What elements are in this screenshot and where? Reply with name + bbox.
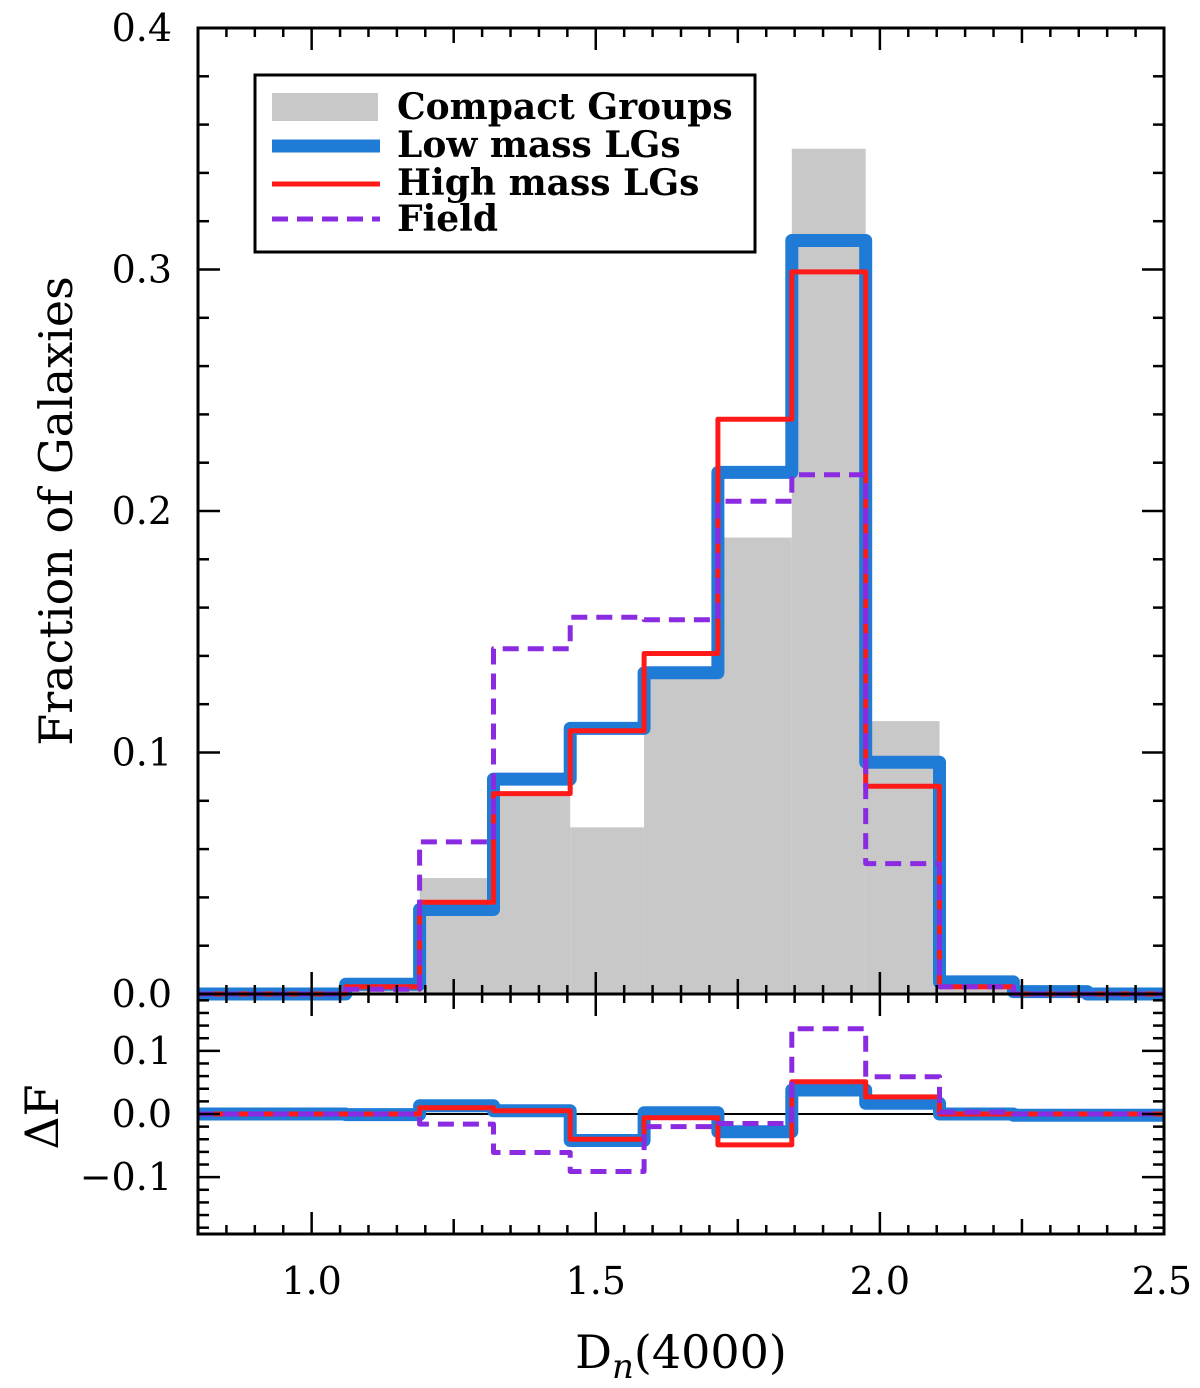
bar-compact-groups-4 xyxy=(493,795,571,994)
main-y-tick-label: 0.3 xyxy=(112,248,172,292)
x-tick-label: 1.0 xyxy=(281,1259,341,1303)
x-axis-title-rest: (4000) xyxy=(634,1325,787,1379)
legend-label-high-mass: High mass LGs xyxy=(397,162,699,204)
residual-y-axis-title: ΔF xyxy=(15,1084,69,1149)
x-tick-label: 1.5 xyxy=(566,1259,626,1303)
compact-groups-bars xyxy=(345,148,1014,994)
main-series-lines xyxy=(198,234,1164,1001)
residual-plot-frame xyxy=(196,992,1166,1236)
x-axis-title: Dn(4000) xyxy=(575,1325,787,1387)
residual-ticks xyxy=(196,994,1166,1234)
legend-label-low-mass: Low mass LGs xyxy=(397,124,681,166)
residual-panel: 0.1 0.0 −0.1 1.0 1.5 2.0 2.5 ΔF Dn(4000) xyxy=(15,992,1192,1387)
bar-compact-groups-8 xyxy=(791,148,866,994)
y-axis-title: Fraction of Galaxies xyxy=(29,276,83,745)
legend-swatch-compact-groups xyxy=(272,93,378,121)
main-panel: 0.0 0.1 0.2 0.3 0.4 Fraction of Galaxies Com… xyxy=(29,6,1166,1016)
main-y-tick-label: 0.0 xyxy=(112,972,172,1016)
line-field xyxy=(198,472,1164,997)
bar-compact-groups-5 xyxy=(570,827,645,994)
main-y-tick-label: 0.2 xyxy=(112,489,172,533)
residual-y-tick-label: 0.0 xyxy=(112,1092,172,1136)
residual-series-lines xyxy=(198,1026,1164,1174)
residual-line-field xyxy=(198,1026,1164,1174)
bar-compact-groups-3 xyxy=(419,878,494,994)
x-tick-label: 2.0 xyxy=(850,1259,910,1303)
bar-compact-groups-6 xyxy=(644,667,718,994)
x-tick-label: 2.5 xyxy=(1132,1259,1192,1303)
residual-y-tick-label: 0.1 xyxy=(112,1029,172,1073)
legend: Compact Groups Low mass LGs High mass LG… xyxy=(253,73,757,254)
legend-label-compact-groups: Compact Groups xyxy=(397,86,733,128)
main-y-tick-label: 0.4 xyxy=(112,6,172,50)
main-y-tick-label: 0.1 xyxy=(112,731,172,775)
x-tick-labels: 1.0 1.5 2.0 2.5 xyxy=(281,1259,1192,1303)
residual-y-tick-label: −0.1 xyxy=(80,1155,172,1199)
main-y-tick-labels: 0.0 0.1 0.2 0.3 0.4 xyxy=(112,6,172,1016)
x-axis-title-d: D xyxy=(575,1325,612,1379)
x-axis-title-subscript: n xyxy=(612,1347,634,1387)
residual-line-high-mass-lgs xyxy=(198,1079,1164,1148)
legend-label-field: Field xyxy=(397,198,498,240)
residual-y-tick-labels: 0.1 0.0 −0.1 xyxy=(80,1029,172,1199)
bar-compact-groups-7 xyxy=(717,537,792,994)
